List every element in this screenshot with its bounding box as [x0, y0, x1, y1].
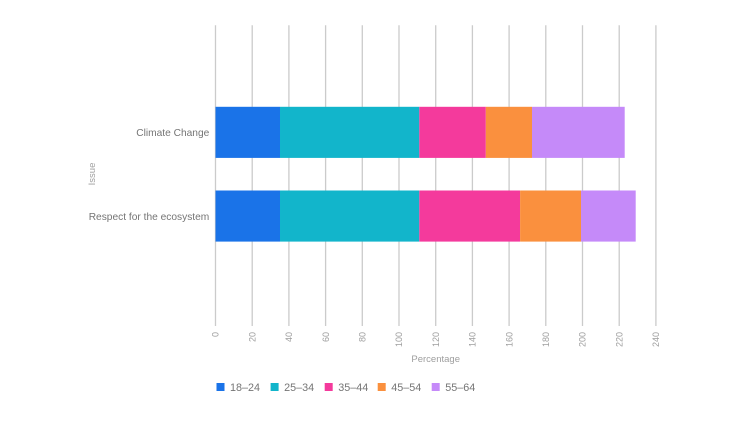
svg-text:220: 220 [614, 332, 624, 347]
svg-text:40: 40 [284, 332, 294, 342]
svg-text:80: 80 [358, 332, 368, 342]
svg-text:60: 60 [321, 332, 331, 342]
svg-text:45–54: 45–54 [391, 382, 421, 394]
svg-text:20: 20 [247, 332, 257, 342]
svg-text:Respect for the ecosystem: Respect for the ecosystem [89, 212, 210, 223]
svg-text:160: 160 [504, 332, 514, 347]
svg-text:Climate Change: Climate Change [136, 128, 209, 139]
svg-text:200: 200 [578, 332, 588, 347]
svg-text:18–24: 18–24 [230, 382, 260, 394]
svg-text:180: 180 [541, 332, 551, 347]
svg-text:Percentage: Percentage [411, 354, 460, 365]
svg-text:240: 240 [651, 332, 661, 347]
svg-text:35–44: 35–44 [338, 382, 368, 394]
svg-text:Issue: Issue [87, 163, 98, 186]
svg-text:0: 0 [211, 332, 221, 337]
svg-text:140: 140 [468, 332, 478, 347]
svg-text:100: 100 [394, 332, 404, 347]
svg-text:25–34: 25–34 [284, 382, 314, 394]
svg-text:55–64: 55–64 [445, 382, 475, 394]
svg-text:120: 120 [431, 332, 441, 347]
